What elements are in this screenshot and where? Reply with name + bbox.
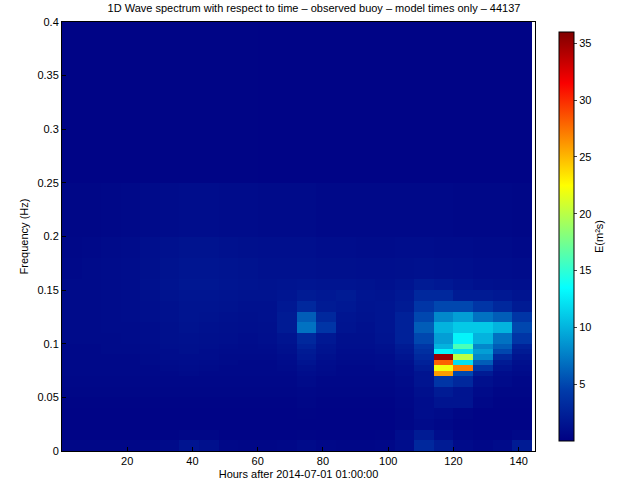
svg-text:140: 140: [510, 455, 528, 467]
svg-text:60: 60: [252, 455, 264, 467]
svg-text:30: 30: [579, 94, 591, 106]
svg-text:5: 5: [579, 378, 585, 390]
svg-text:Hours after 2014-07-01 01:00:0: Hours after 2014-07-01 01:00:00: [219, 468, 379, 480]
svg-text:0.1: 0.1: [44, 338, 59, 350]
svg-text:0.15: 0.15: [37, 284, 58, 296]
svg-text:Frequency (Hz): Frequency (Hz): [18, 199, 30, 275]
svg-text:E(m²s): E(m²s): [593, 220, 605, 253]
svg-text:35: 35: [579, 37, 591, 49]
svg-text:0: 0: [53, 445, 59, 457]
svg-text:10: 10: [579, 321, 591, 333]
svg-text:0.2: 0.2: [44, 230, 59, 242]
svg-text:120: 120: [444, 455, 462, 467]
svg-text:15: 15: [579, 264, 591, 276]
svg-text:20: 20: [579, 208, 591, 220]
svg-text:1D Wave spectrum with respect: 1D Wave spectrum with respect to time – …: [108, 2, 521, 14]
svg-text:0.3: 0.3: [44, 123, 59, 135]
svg-text:20: 20: [121, 455, 133, 467]
svg-text:0.4: 0.4: [44, 16, 59, 28]
svg-text:0.25: 0.25: [37, 177, 58, 189]
svg-text:0.35: 0.35: [37, 69, 58, 81]
svg-text:25: 25: [579, 151, 591, 163]
svg-text:80: 80: [317, 455, 329, 467]
svg-text:0.05: 0.05: [37, 391, 58, 403]
svg-text:100: 100: [379, 455, 397, 467]
svg-text:40: 40: [186, 455, 198, 467]
